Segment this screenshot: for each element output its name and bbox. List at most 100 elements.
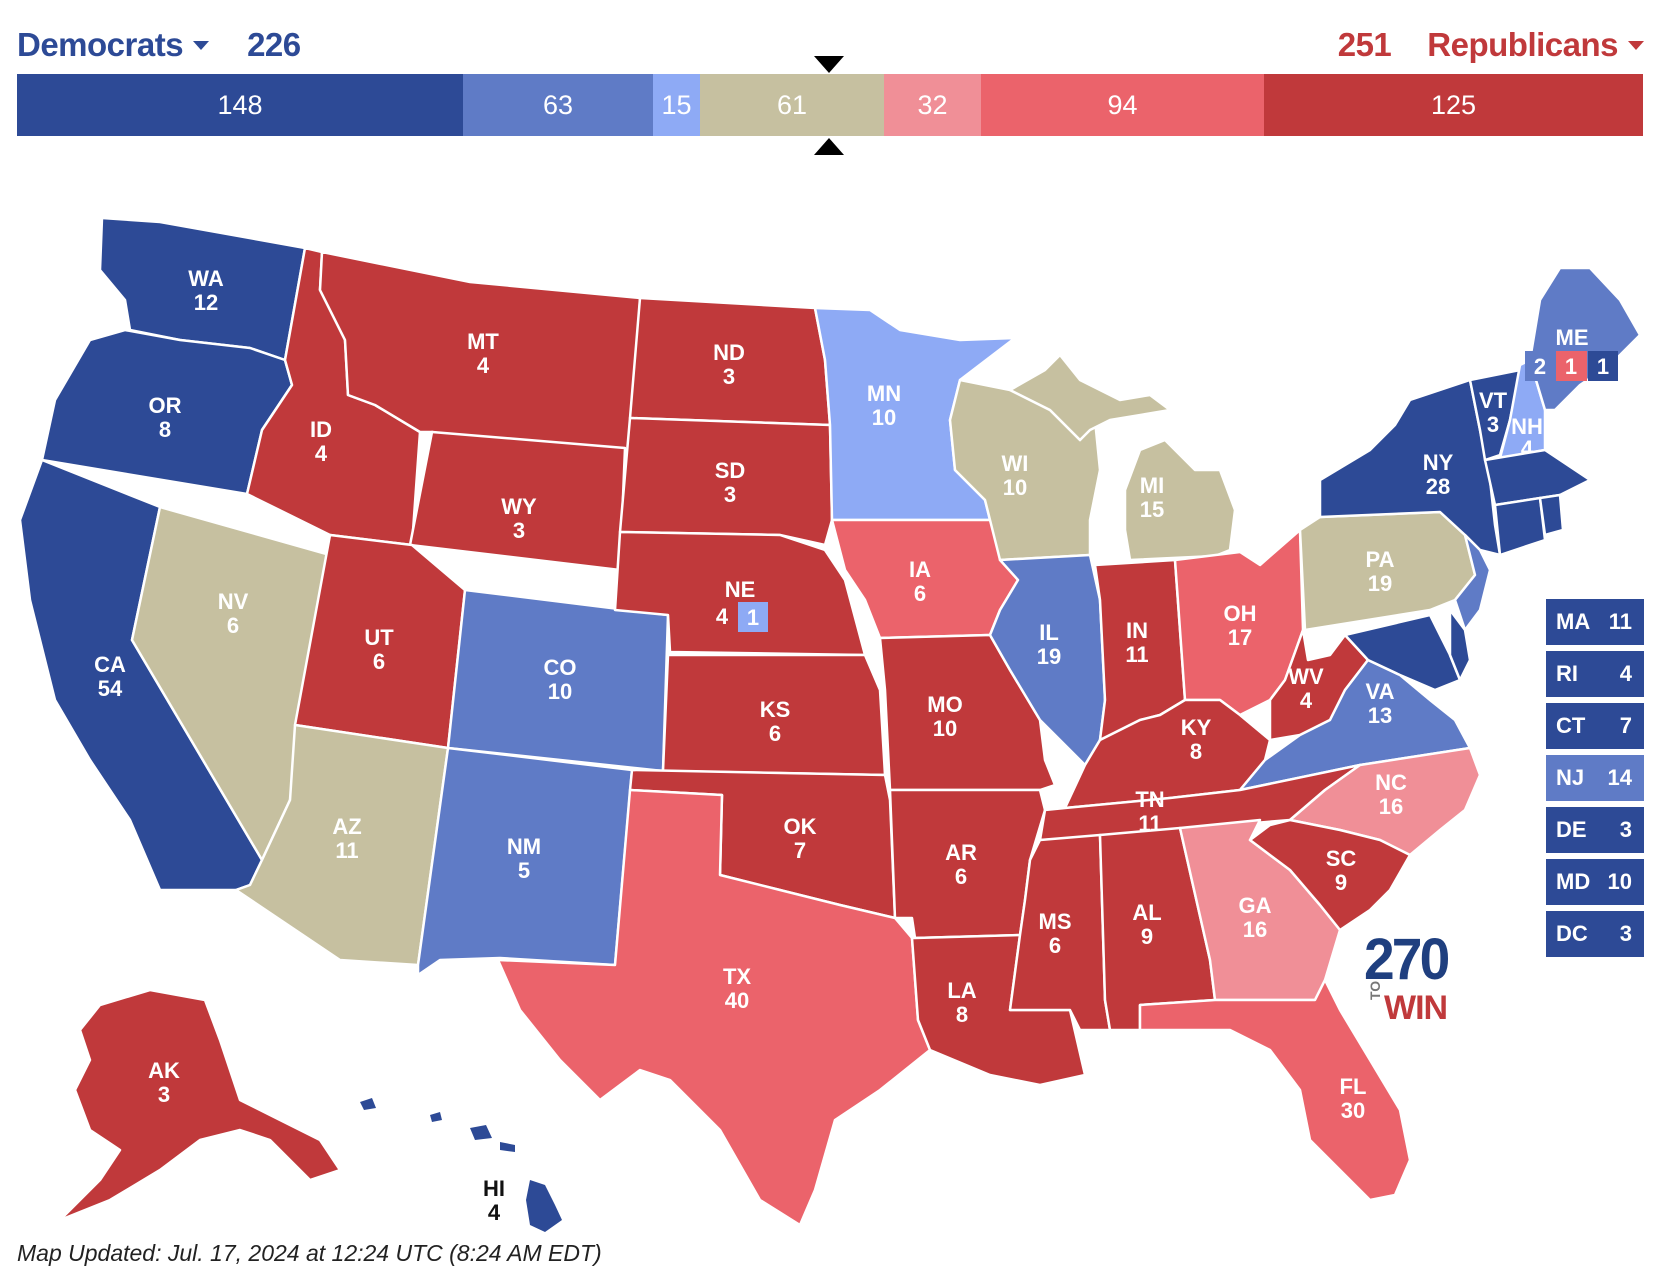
state-MT[interactable]: MT 4 bbox=[318, 250, 642, 464]
svg-text:9: 9 bbox=[1141, 924, 1153, 949]
state-AK[interactable]: AK 3 bbox=[58, 988, 342, 1222]
svg-text:12: 12 bbox=[194, 290, 218, 315]
state-HI[interactable]: HI 4 bbox=[360, 1098, 562, 1232]
state-label: IL bbox=[1039, 620, 1059, 645]
democrats-label[interactable]: Democrats bbox=[17, 26, 184, 63]
state-ND[interactable]: ND 3 bbox=[628, 296, 832, 427]
svg-text:NH: NH bbox=[1511, 414, 1543, 439]
270-marker-down-triangle-icon bbox=[814, 56, 844, 73]
bar-segment-tossup[interactable]: 61 bbox=[700, 74, 884, 136]
270towin-logo: 270 TO WIN bbox=[1362, 930, 1472, 1030]
svg-text:3: 3 bbox=[1487, 412, 1499, 437]
state-CO[interactable]: CO 10 bbox=[446, 588, 670, 773]
state-ev: 54 bbox=[98, 676, 123, 701]
republicans-header[interactable]: 251 Republicans bbox=[1338, 26, 1644, 64]
logo-win: WIN bbox=[1384, 989, 1448, 1027]
small-state-ev: 4 bbox=[1619, 661, 1632, 686]
svg-text:HI: HI bbox=[483, 1176, 505, 1201]
state-ev: 5 bbox=[518, 858, 530, 883]
state-NE[interactable]: NE 4 1 bbox=[613, 530, 867, 657]
state-AZ[interactable]: AZ 11 bbox=[234, 723, 450, 967]
state-SC[interactable]: SC 9 bbox=[1248, 818, 1412, 932]
state-CT[interactable] bbox=[1493, 496, 1547, 557]
me-district2-box[interactable] bbox=[1588, 351, 1618, 381]
state-ev: 40 bbox=[725, 988, 749, 1013]
state-IN[interactable]: IN 11 bbox=[1093, 558, 1187, 742]
state-label: WI bbox=[1002, 451, 1029, 476]
state-RI[interactable] bbox=[1538, 493, 1565, 537]
state-WY[interactable]: WY 3 bbox=[408, 430, 627, 572]
bar-segment-lean-dem[interactable]: 15 bbox=[653, 74, 700, 136]
small-state-box-DE[interactable]: DE 3 bbox=[1546, 807, 1644, 853]
bar-segment-safe-dem[interactable]: 148 bbox=[17, 74, 463, 136]
bar-segment-likely-dem[interactable]: 63 bbox=[463, 74, 653, 136]
svg-text:3: 3 bbox=[724, 482, 736, 507]
me-statewide-box[interactable] bbox=[1525, 351, 1556, 381]
small-state-box-RI[interactable]: RI 4 bbox=[1546, 651, 1644, 697]
svg-text:AR: AR bbox=[945, 840, 977, 865]
state-label: AL bbox=[1132, 900, 1161, 925]
state-GA[interactable]: GA 16 bbox=[1178, 818, 1342, 1002]
state-ev: 6 bbox=[955, 864, 967, 889]
segment-value: 63 bbox=[542, 89, 574, 120]
bar-segment-lean-rep[interactable]: 32 bbox=[884, 74, 981, 136]
svg-text:MN: MN bbox=[867, 381, 901, 406]
state-MD[interactable] bbox=[1343, 613, 1462, 692]
democrats-header[interactable]: Democrats 226 bbox=[17, 26, 301, 64]
state-MI[interactable]: MI 15 bbox=[1008, 353, 1237, 562]
bar-segment-likely-rep[interactable]: 94 bbox=[981, 74, 1264, 136]
svg-text:WV: WV bbox=[1288, 664, 1324, 689]
state-label: MI bbox=[1140, 473, 1164, 498]
svg-text:4: 4 bbox=[488, 1200, 501, 1225]
svg-text:CO: CO bbox=[544, 655, 577, 680]
state-label: TX bbox=[723, 964, 751, 989]
state-ev: 13 bbox=[1368, 703, 1392, 728]
state-label: MT bbox=[467, 329, 499, 354]
republicans-label[interactable]: Republicans bbox=[1427, 26, 1618, 63]
rep-dropdown-caret-icon[interactable] bbox=[1628, 40, 1644, 50]
svg-text:2: 2 bbox=[1534, 354, 1546, 379]
svg-text:4: 4 bbox=[315, 441, 328, 466]
ne-district-box[interactable] bbox=[738, 602, 768, 632]
state-NJ[interactable] bbox=[1453, 533, 1492, 632]
state-SD[interactable]: SD 3 bbox=[618, 416, 834, 547]
logo-number: 270 bbox=[1364, 927, 1450, 992]
dem-dropdown-caret-icon[interactable] bbox=[193, 40, 210, 50]
small-state-box-CT[interactable]: CT 7 bbox=[1546, 703, 1644, 749]
small-state-box-MA[interactable]: MA 11 bbox=[1546, 599, 1644, 645]
state-ev: 16 bbox=[1379, 794, 1403, 819]
small-state-box-DC[interactable]: DC 3 bbox=[1546, 911, 1644, 957]
state-ev: 10 bbox=[872, 405, 896, 430]
svg-text:AZ: AZ bbox=[332, 814, 361, 839]
state-ev: 15 bbox=[1140, 497, 1164, 522]
svg-text:10: 10 bbox=[1003, 475, 1027, 500]
small-state-abbr: CT bbox=[1556, 713, 1586, 738]
svg-text:FL: FL bbox=[1340, 1074, 1367, 1099]
state-ev: 16 bbox=[1243, 917, 1267, 942]
state-IA[interactable]: IA 6 bbox=[830, 518, 1020, 640]
state-MA[interactable] bbox=[1483, 448, 1592, 507]
state-MS[interactable]: MS 6 bbox=[1008, 833, 1112, 1032]
small-state-ev: 11 bbox=[1608, 609, 1632, 634]
state-ev: 19 bbox=[1368, 571, 1392, 596]
state-MN[interactable]: MN 10 bbox=[813, 306, 1017, 522]
state-ev: 11 bbox=[335, 838, 358, 863]
small-state-box-MD[interactable]: MD 10 bbox=[1546, 859, 1644, 905]
state-WV[interactable]: WV 4 bbox=[1268, 628, 1370, 742]
state-label: KS bbox=[760, 697, 791, 722]
svg-text:OR: OR bbox=[149, 393, 182, 418]
state-TX[interactable]: TX 40 bbox=[496, 788, 932, 1227]
state-ev: 10 bbox=[548, 679, 572, 704]
bar-segment-safe-rep[interactable]: 125 bbox=[1264, 74, 1643, 136]
state-NM[interactable]: NM 5 bbox=[416, 746, 634, 977]
state-IL[interactable]: IL 19 bbox=[988, 553, 1107, 767]
state-ev: 4 bbox=[1300, 688, 1313, 713]
state-label: CA bbox=[94, 652, 126, 677]
state-DE[interactable] bbox=[1448, 608, 1472, 682]
small-state-box-NJ[interactable]: NJ 14 bbox=[1546, 755, 1644, 801]
state-KS[interactable]: KS 6 bbox=[661, 653, 887, 777]
state-FL[interactable]: FL 30 bbox=[1138, 978, 1412, 1202]
state-ME[interactable]: ME 2 1 1 bbox=[1525, 266, 1642, 412]
me-district1-box[interactable] bbox=[1556, 351, 1587, 381]
svg-text:4: 4 bbox=[477, 353, 490, 378]
